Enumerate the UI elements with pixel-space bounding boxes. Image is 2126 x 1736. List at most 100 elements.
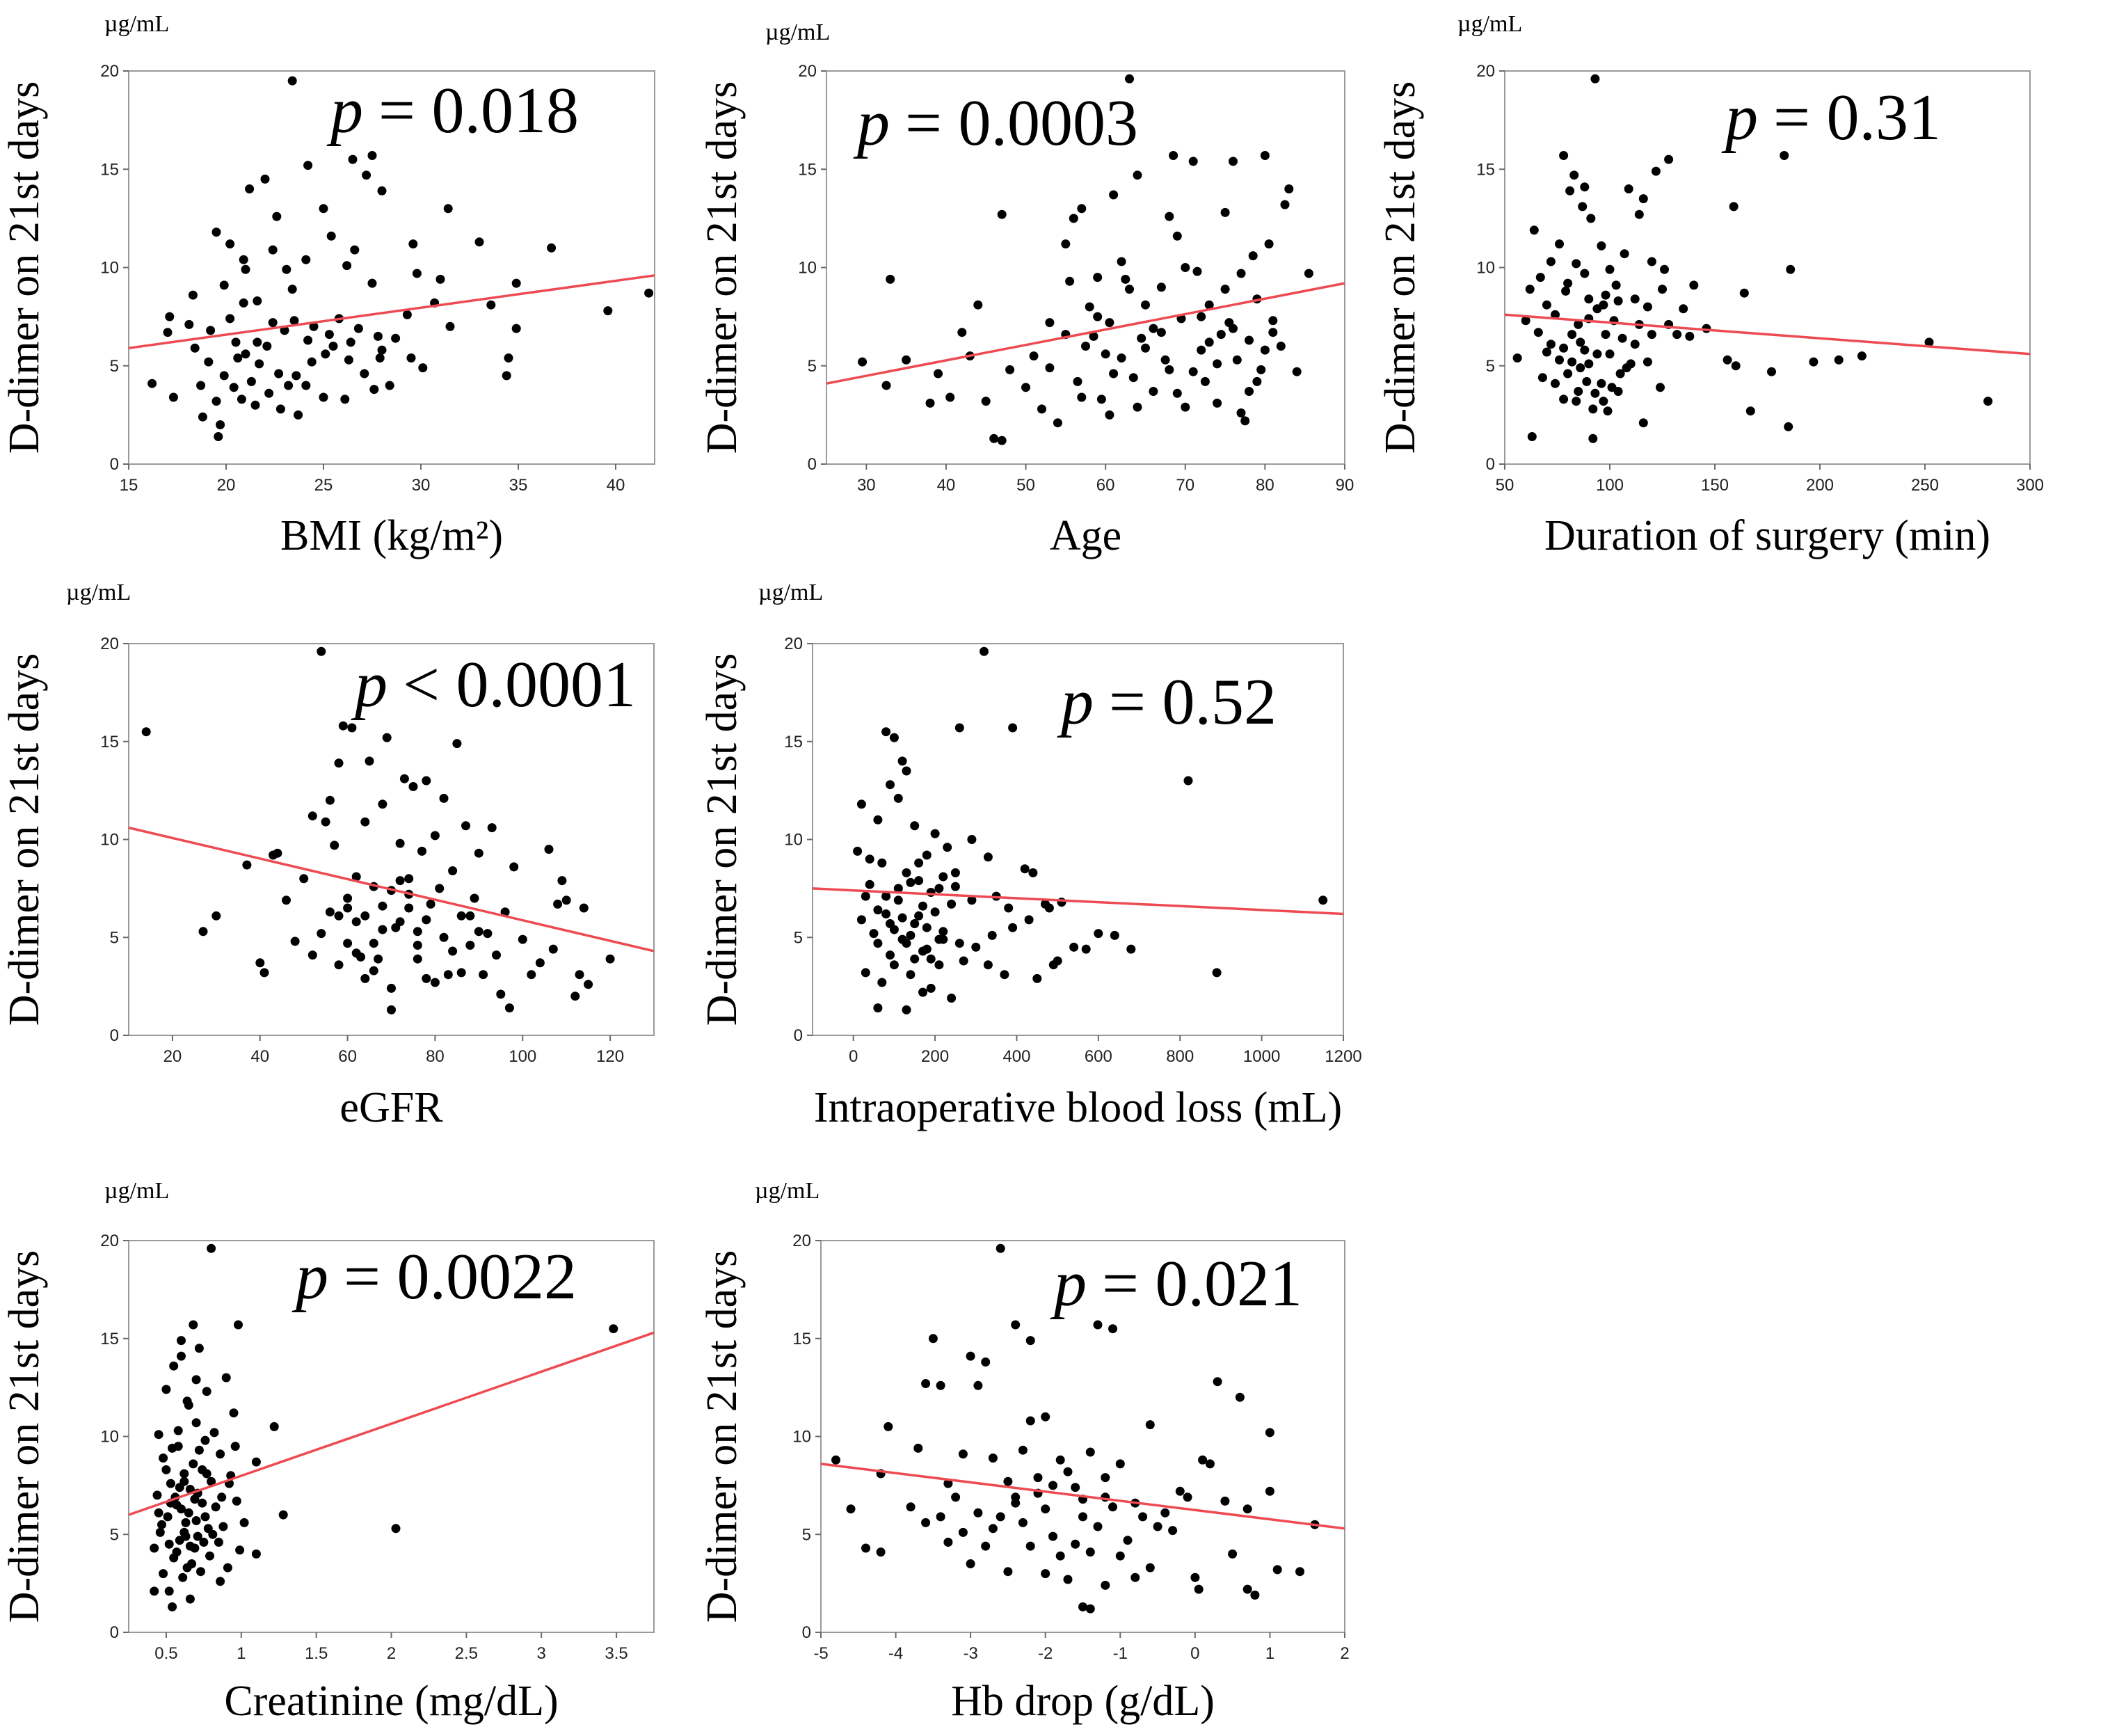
data-point xyxy=(889,925,899,934)
data-point xyxy=(1149,324,1158,333)
data-point xyxy=(461,821,470,831)
data-point xyxy=(426,899,435,909)
data-point xyxy=(321,817,330,827)
data-point xyxy=(1603,406,1613,416)
data-point xyxy=(1069,942,1079,952)
data-point xyxy=(1786,264,1796,274)
x-tick-label: 20 xyxy=(217,476,236,495)
data-point xyxy=(173,1426,183,1435)
x-tick-label: 100 xyxy=(1596,476,1624,495)
data-point xyxy=(1213,398,1222,408)
data-point xyxy=(557,876,567,886)
data-point xyxy=(1265,1486,1274,1496)
data-point xyxy=(1085,1604,1095,1614)
data-point xyxy=(230,1442,240,1451)
chart-panel: 0 5 10 15 20 15 20 25 30 35 40 p = 0.018 µg/mL BMI (kg… xyxy=(1,11,655,559)
data-point xyxy=(1105,410,1114,420)
x-tick-label: 3.5 xyxy=(605,1644,628,1663)
x-axis-label: Hb drop (g/dL) xyxy=(951,1678,1215,1725)
x-tick-label: 40 xyxy=(607,476,625,495)
data-point xyxy=(1857,351,1867,361)
y-tick-label: 10 xyxy=(792,1428,811,1447)
data-point xyxy=(1115,1551,1125,1561)
data-point xyxy=(1555,355,1564,365)
data-point xyxy=(926,888,936,897)
data-point xyxy=(1580,269,1590,278)
data-point xyxy=(1559,343,1569,353)
data-point xyxy=(317,929,326,939)
p-value-label: p = 0.018 xyxy=(326,74,579,147)
p-value-text: = 0.52 xyxy=(1109,666,1277,738)
data-point xyxy=(936,1380,945,1390)
data-point xyxy=(360,911,370,921)
data-point xyxy=(1256,365,1266,374)
data-point xyxy=(217,1492,227,1502)
data-point xyxy=(1561,286,1571,296)
data-point xyxy=(439,793,449,803)
data-point xyxy=(1045,363,1055,373)
data-point xyxy=(1723,355,1732,365)
data-point xyxy=(1617,333,1627,343)
data-point xyxy=(1085,1547,1095,1557)
data-point xyxy=(1245,387,1254,396)
data-point xyxy=(274,369,284,379)
data-point xyxy=(280,326,289,335)
data-point xyxy=(934,884,944,893)
data-point xyxy=(1630,340,1640,349)
data-point xyxy=(377,345,387,355)
data-point xyxy=(387,1005,396,1014)
data-point xyxy=(1611,280,1621,290)
data-point xyxy=(1220,1496,1230,1506)
data-point xyxy=(1024,915,1034,925)
data-point xyxy=(206,326,216,335)
data-point xyxy=(1048,1531,1057,1541)
data-point xyxy=(943,1479,953,1488)
data-point xyxy=(1240,416,1250,426)
data-point xyxy=(1156,282,1166,292)
data-point xyxy=(402,310,412,319)
data-point xyxy=(1229,324,1238,333)
data-point xyxy=(575,970,584,980)
p-value-text: = 0.021 xyxy=(1102,1248,1302,1320)
data-point xyxy=(435,274,445,284)
data-point xyxy=(147,379,157,388)
data-point xyxy=(1021,383,1030,392)
data-point xyxy=(435,884,445,893)
data-point xyxy=(185,1594,195,1604)
regression-line xyxy=(1504,313,2031,356)
data-point xyxy=(1063,1575,1073,1584)
data-point xyxy=(338,721,348,731)
data-point xyxy=(1521,316,1530,326)
data-point xyxy=(1093,1522,1103,1531)
data-point xyxy=(350,245,360,255)
data-point xyxy=(1071,1539,1080,1549)
x-tick-label: 0 xyxy=(849,1047,858,1066)
data-point xyxy=(958,1449,968,1459)
data-point xyxy=(996,1243,1005,1253)
data-point xyxy=(958,1527,968,1537)
data-point xyxy=(877,978,887,987)
x-tick-label: 80 xyxy=(1256,476,1274,495)
data-point xyxy=(294,410,303,420)
data-point xyxy=(198,412,207,422)
data-point xyxy=(902,868,911,877)
x-tick-label: -2 xyxy=(1038,1644,1053,1663)
data-point xyxy=(504,353,513,363)
x-tick-label: 0.5 xyxy=(154,1644,177,1663)
x-tick-label: 1200 xyxy=(1325,1047,1361,1066)
data-point xyxy=(997,436,1007,445)
p-symbol: p xyxy=(1721,81,1758,154)
y-tick-label: 0 xyxy=(808,455,817,474)
data-point xyxy=(1160,355,1170,365)
x-tick-label: 600 xyxy=(1085,1047,1112,1066)
data-point xyxy=(362,170,371,180)
data-point xyxy=(219,371,229,381)
data-point xyxy=(200,1435,210,1445)
x-tick-label: 2.5 xyxy=(455,1644,478,1663)
p-value-label: p = 0.0022 xyxy=(291,1241,577,1313)
data-point xyxy=(360,369,369,379)
data-point xyxy=(1109,369,1119,379)
data-point xyxy=(483,929,493,939)
data-point xyxy=(926,954,936,964)
